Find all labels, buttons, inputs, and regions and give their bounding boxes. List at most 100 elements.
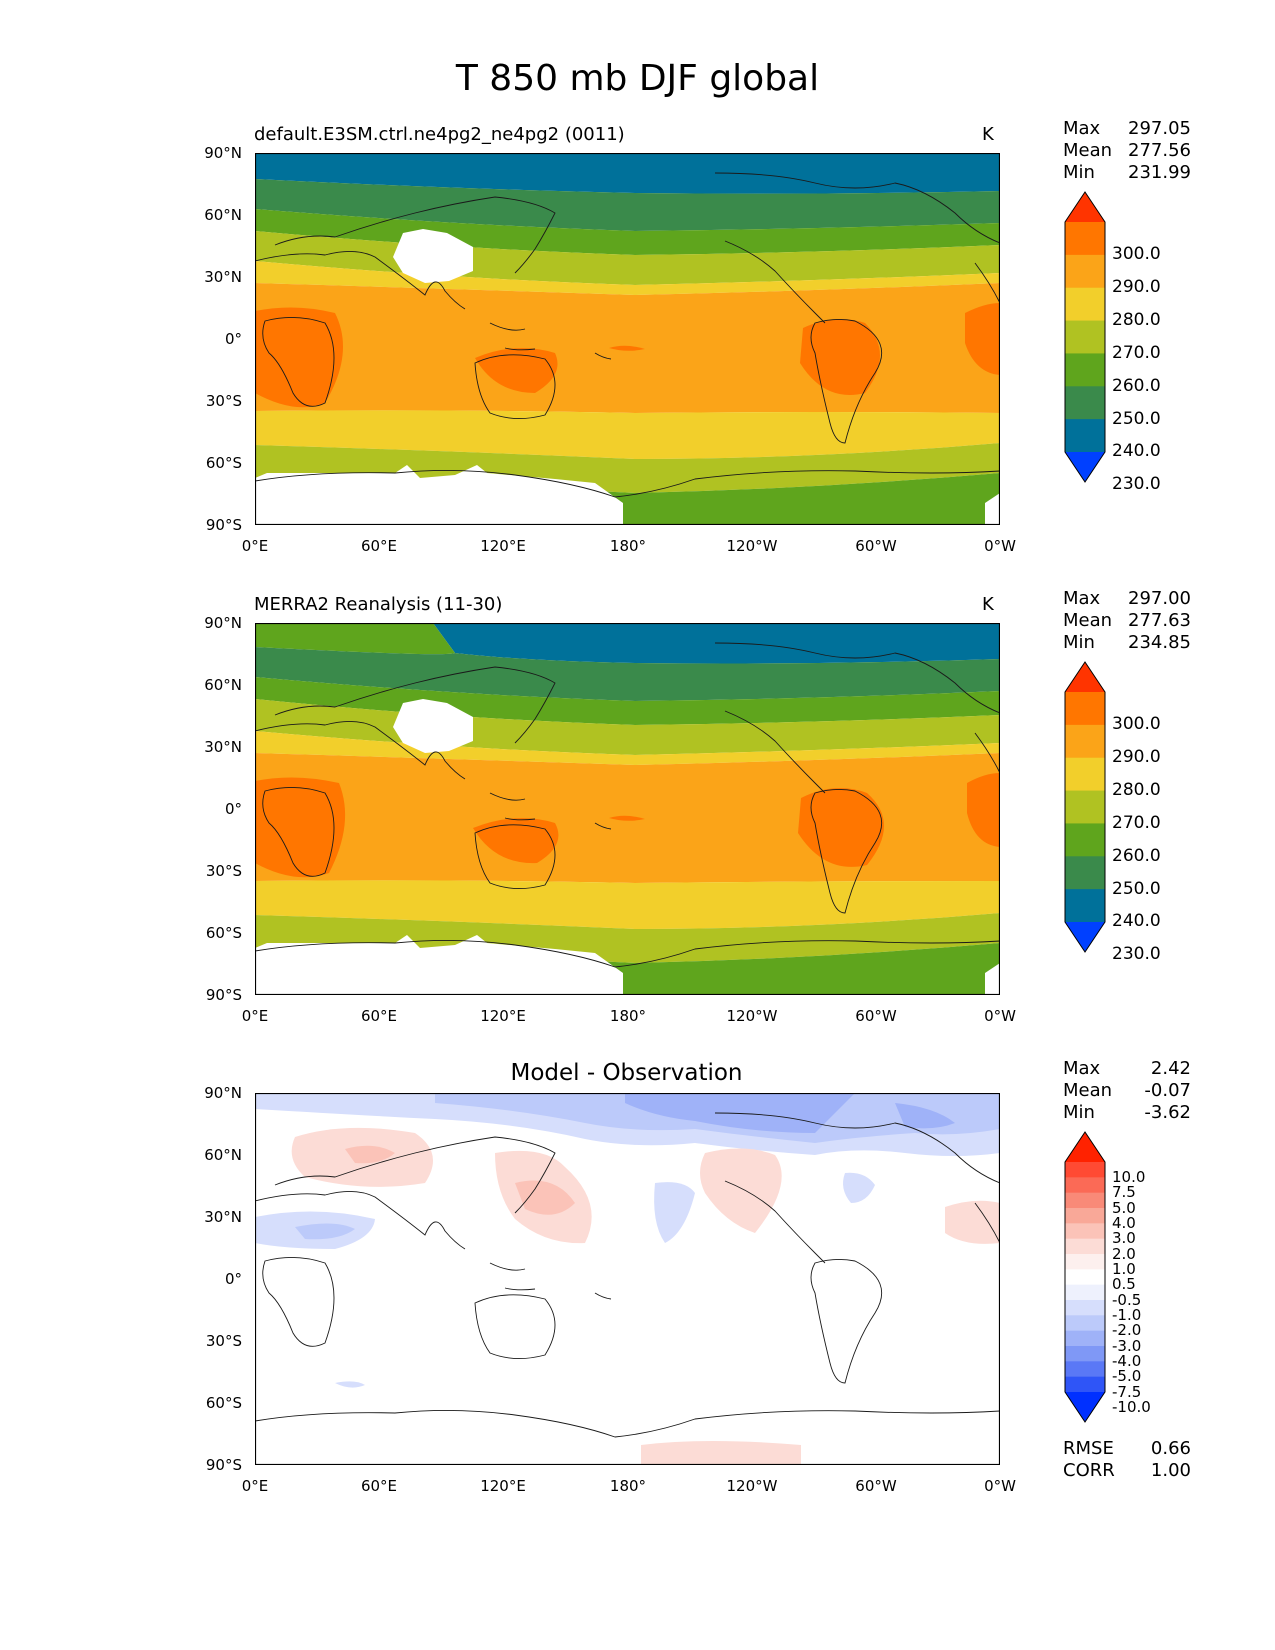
lon-tick: 180° xyxy=(609,537,647,555)
metric-corr: 1.00 xyxy=(1150,1460,1191,1481)
colorbar-swatch xyxy=(1065,790,1105,824)
field-bands xyxy=(255,623,1000,995)
metric-rmse: 0.66 xyxy=(1150,1438,1191,1459)
colorbar-swatch xyxy=(1065,1162,1105,1178)
lon-tick: 120°E xyxy=(480,1007,526,1025)
colorbar-swatch xyxy=(1065,1177,1105,1194)
colorbar-swatch xyxy=(1065,1254,1105,1270)
lat-tick: 60°S xyxy=(205,454,242,472)
colorbar-tick-label: 230.0 xyxy=(1112,944,1161,965)
lon-tick: 60°W xyxy=(855,537,897,555)
lon-tick: 0°W xyxy=(984,537,1016,555)
colorbar-tick-label: 260.0 xyxy=(1112,375,1161,396)
colorbar-outline xyxy=(1064,191,1106,483)
lat-tick: 60°N xyxy=(204,676,242,694)
stats-box: Max 297.05 Mean 277.56 Min 231.99 xyxy=(1063,118,1191,184)
colorbar-swatch xyxy=(1065,1192,1105,1209)
colorbar-tick-label: 280.0 xyxy=(1112,310,1161,331)
colorbar-swatch xyxy=(1065,353,1105,387)
colorbar-swatch xyxy=(1065,889,1105,923)
colorbar-swatch xyxy=(1065,1284,1105,1301)
metrics-box: RMSE 0.66 CORR 1.00 xyxy=(1063,1438,1191,1482)
colorbar-swatch xyxy=(1065,757,1105,792)
colorbar-swatch xyxy=(1065,1269,1105,1286)
colorbar xyxy=(1064,191,1106,483)
colorbar-tick-label: -3.0 xyxy=(1112,1336,1142,1355)
colorbar-tick-label: 2.0 xyxy=(1112,1244,1136,1263)
lon-tick: 0°E xyxy=(241,537,269,555)
colorbar-tick-label: 300.0 xyxy=(1112,244,1161,265)
colorbar-tick-label: 250.0 xyxy=(1112,408,1161,429)
colorbar-swatch xyxy=(1065,1346,1105,1362)
colorbar-outline xyxy=(1064,1131,1106,1423)
colorbar-swatch xyxy=(1065,419,1105,453)
lon-tick: 120°W xyxy=(726,1007,778,1025)
colorbar-tick-label: 0.5 xyxy=(1112,1275,1136,1294)
colorbar-swatch xyxy=(1065,1330,1105,1347)
stat-min: 231.99 xyxy=(1128,162,1191,183)
stat-max: 297.05 xyxy=(1128,118,1191,139)
colorbar-tick-label: -0.5 xyxy=(1112,1290,1142,1309)
panel-title: default.E3SM.ctrl.ne4pg2_ne4pg2 (0011) xyxy=(254,124,625,145)
stat-max: 2.42 xyxy=(1150,1058,1191,1079)
lon-tick: 180° xyxy=(609,1007,647,1025)
stat-label: Min xyxy=(1063,1102,1095,1123)
lat-tick: 90°S xyxy=(205,1456,242,1474)
colorbar-tick-label: -7.5 xyxy=(1112,1382,1142,1401)
lon-tick: 0°E xyxy=(241,1477,269,1495)
colorbar xyxy=(1064,1131,1106,1423)
lon-tick: 120°W xyxy=(726,537,778,555)
colorbar-swatch xyxy=(1065,823,1105,857)
stats-box: Max 2.42 Mean -0.07 Min -3.62 xyxy=(1063,1058,1191,1124)
lat-tick: 0° xyxy=(224,1270,242,1288)
lat-tick: 30°S xyxy=(205,1332,242,1350)
colorbar-swatch xyxy=(1065,222,1105,256)
lat-tick: 90°S xyxy=(205,516,242,534)
lat-tick: 90°S xyxy=(205,986,242,1004)
colorbar-tick-label: -5.0 xyxy=(1112,1367,1142,1386)
colorbar-tick-label: -10.0 xyxy=(1112,1398,1151,1417)
stat-label: Max xyxy=(1063,588,1101,609)
stat-mean: 277.63 xyxy=(1128,610,1191,631)
diff-map xyxy=(255,1093,1000,1465)
colorbar-outline xyxy=(1064,661,1106,953)
colorbar-tick-label: 230.0 xyxy=(1112,474,1161,495)
stat-min: -3.62 xyxy=(1144,1102,1191,1123)
colorbar-tick-label: 1.0 xyxy=(1112,1260,1136,1279)
stat-min: 234.85 xyxy=(1128,632,1191,653)
colorbar-swatch xyxy=(1065,320,1105,354)
colorbar-tick-label: 280.0 xyxy=(1112,780,1161,801)
colorbar-swatch xyxy=(1065,287,1105,322)
stat-label: Max xyxy=(1063,1058,1101,1079)
figure-title: T 850 mb DJF global xyxy=(455,58,820,99)
lat-tick: 0° xyxy=(224,800,242,818)
lon-tick: 60°E xyxy=(360,1477,398,1495)
metric-label: CORR xyxy=(1063,1460,1115,1481)
stat-label: Mean xyxy=(1063,610,1113,631)
coastlines xyxy=(255,642,1000,968)
lon-tick: 120°E xyxy=(480,1477,526,1495)
colorbar-swatch xyxy=(1065,386,1105,420)
colorbar-extend-max xyxy=(1065,662,1105,692)
colorbar-swatch xyxy=(1065,692,1105,726)
colorbar-tick-label: -4.0 xyxy=(1112,1352,1142,1371)
lat-tick: 60°S xyxy=(205,924,242,942)
lat-tick: 30°S xyxy=(205,392,242,410)
colorbar-swatch xyxy=(1065,856,1105,890)
colorbar-swatch xyxy=(1065,1315,1105,1332)
panel-title: Model - Observation xyxy=(510,1060,743,1086)
colorbar-tick-label: 3.0 xyxy=(1112,1229,1136,1248)
colorbar-extend-max xyxy=(1065,192,1105,222)
stat-label: Min xyxy=(1063,162,1095,183)
colorbar-swatch xyxy=(1065,1376,1105,1393)
field-bands xyxy=(255,153,1000,525)
colorbar-extend-min xyxy=(1065,1392,1105,1422)
lat-tick: 90°N xyxy=(204,1084,242,1102)
panel-units: K xyxy=(982,124,994,145)
coastlines xyxy=(255,1112,1000,1438)
stat-label: Max xyxy=(1063,118,1101,139)
lat-tick: 30°N xyxy=(204,738,242,756)
colorbar-tick-label: 250.0 xyxy=(1112,878,1161,899)
lat-tick: 90°N xyxy=(204,614,242,632)
field-shading xyxy=(255,1093,1000,1465)
